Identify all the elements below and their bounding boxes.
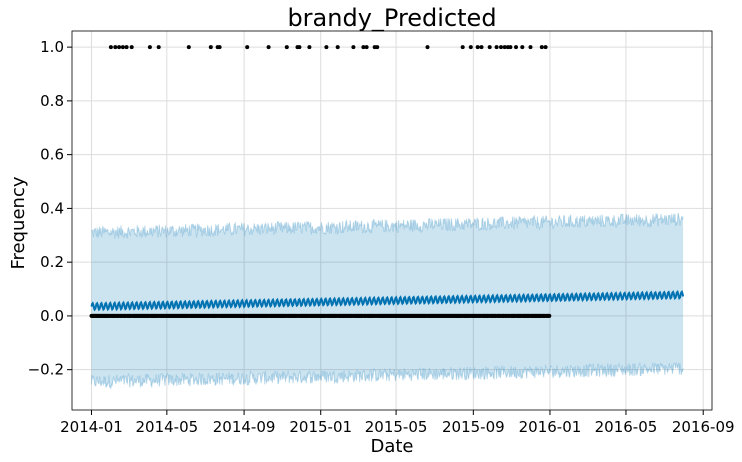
- observed-spike-point: [307, 45, 312, 50]
- observed-spike-point: [508, 45, 513, 50]
- x-tick-label: 2016-01: [519, 418, 582, 436]
- upper-bound-line: [91, 212, 684, 239]
- chart-title: brandy_Predicted: [287, 4, 496, 32]
- observed-spike-point: [284, 45, 289, 50]
- y-axis-ticks: −0.2 0.0 0.2 0.4 0.6 0.8 1.0: [28, 38, 72, 379]
- y-tick-label: 0.8: [40, 92, 64, 110]
- observed-spike-point: [156, 45, 161, 50]
- x-tick-label: 2015-01: [289, 418, 352, 436]
- observed-spike-point: [361, 45, 366, 50]
- observed-spike-point: [375, 45, 380, 50]
- observed-spike-point: [120, 45, 125, 50]
- observed-spike-point: [147, 45, 152, 50]
- y-tick-label: 0.6: [40, 146, 64, 164]
- x-tick-label: 2014-01: [60, 418, 123, 436]
- observed-spike-point: [539, 45, 544, 50]
- observed-spike-point: [468, 45, 473, 50]
- observed-spike-point: [475, 45, 480, 50]
- observed-spike-point: [364, 45, 369, 50]
- x-tick-label: 2016-09: [672, 418, 735, 436]
- observed-points-group: [89, 45, 552, 318]
- observed-spike-point: [487, 45, 492, 50]
- forecast-line: [90, 289, 685, 312]
- plot-frame: [71, 30, 713, 411]
- observed-spike-point: [217, 45, 222, 50]
- y-tick-label: 0.0: [40, 307, 64, 325]
- observed-spike-point: [208, 45, 213, 50]
- x-tick-label: 2015-09: [442, 418, 505, 436]
- forecast-line-group: [90, 289, 685, 312]
- x-axis-ticks: 2014-01 2014-05 2014-09 2015-01 2015-05 2015-…: [60, 410, 735, 436]
- y-tick-label: 1.0: [40, 38, 64, 56]
- observed-spike-point: [543, 45, 548, 50]
- observed-spike-point: [113, 45, 118, 50]
- observed-spike-point: [494, 45, 499, 50]
- observed-spike-point: [514, 45, 518, 50]
- observed-spike-point: [460, 45, 465, 50]
- x-tick-label: 2015-05: [365, 418, 428, 436]
- observed-spike-point: [245, 45, 250, 50]
- lower-bound-line: [91, 361, 684, 390]
- observed-spike-point: [124, 45, 129, 50]
- observed-spike-point: [479, 45, 484, 50]
- x-tick-label: 2014-05: [135, 418, 198, 436]
- observed-spike-point: [502, 45, 507, 50]
- observed-spike-point: [425, 45, 430, 50]
- x-axis-label: Date: [370, 436, 413, 457]
- observed-spike-point: [520, 45, 525, 50]
- x-tick-label: 2014-09: [213, 418, 276, 436]
- observed-spike-point: [335, 45, 340, 50]
- y-tick-label: 0.2: [40, 253, 64, 271]
- observed-spike-point: [499, 45, 503, 50]
- y-tick-label: 0.4: [40, 199, 64, 217]
- observed-point: [547, 313, 552, 318]
- observed-spike-point: [108, 45, 113, 50]
- observed-spike-point: [129, 45, 134, 50]
- x-tick-label: 2016-05: [595, 418, 658, 436]
- observed-spike-point: [351, 45, 356, 50]
- observed-spike-point: [266, 45, 271, 50]
- y-axis-label: Frequency: [8, 176, 29, 269]
- y-tick-label: −0.2: [28, 361, 64, 379]
- observed-spike-point: [528, 45, 533, 50]
- observed-spike-point: [186, 45, 191, 50]
- observed-spike-point: [324, 45, 329, 50]
- observed-spike-point: [297, 45, 302, 50]
- observed-spike-point: [117, 45, 122, 50]
